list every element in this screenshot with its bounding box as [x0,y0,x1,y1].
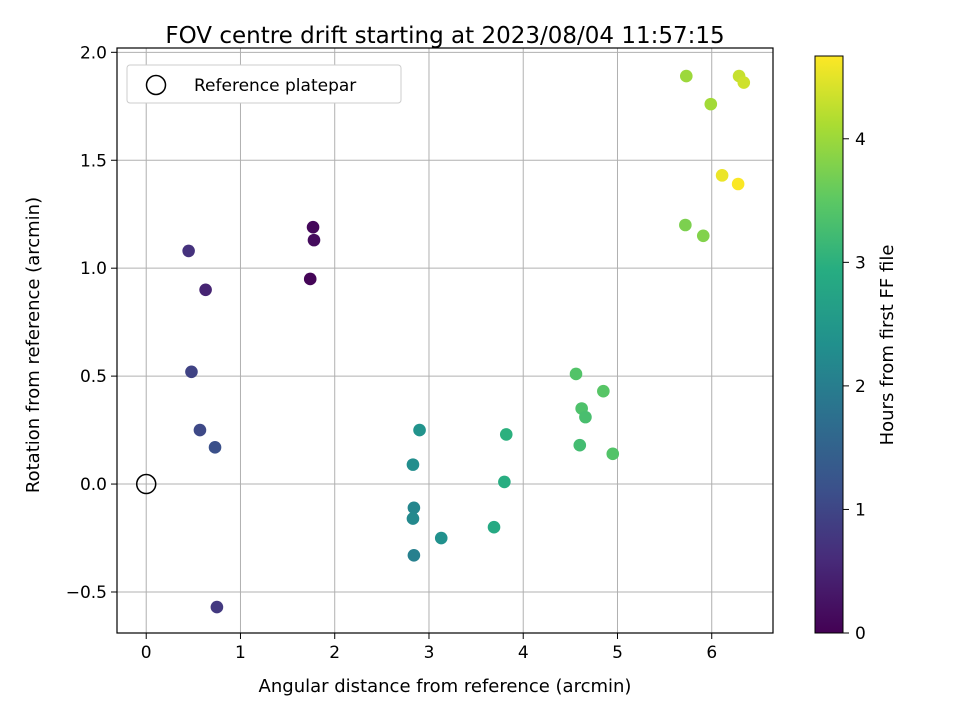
scatter-point [434,531,448,545]
x-tick-label: 1 [235,643,246,663]
colorbar-label: Hours from first FF file [877,245,898,446]
scatter-point [406,458,420,471]
scatter-point [737,76,751,89]
scatter-point [303,272,317,286]
scatter-point [407,548,421,562]
colorbar-tick-label: 0 [855,624,866,644]
scatter-point [306,220,320,234]
colorbar-ticks: 0 1 2 3 4 [843,130,866,644]
scatter-point [413,423,426,437]
plot-frame [116,47,774,634]
scatter-point [606,447,620,461]
y-tick-label: 1.5 [80,151,107,171]
scatter-point [696,229,710,243]
y-tick-label: −0.5 [66,583,107,603]
x-axis-ticks: 0 1 2 3 4 5 6 [141,633,717,663]
scatter-point [199,283,212,297]
x-tick-label: 2 [329,643,340,663]
chart-title: FOV centre drift starting at 2023/08/04 … [165,23,724,49]
scatter-point [597,384,610,398]
legend-label: Reference platepar [194,76,356,96]
scatter-point [569,367,583,381]
legend-box [126,64,402,104]
scatter-point [193,423,207,437]
x-axis-label: Angular distance from reference (arcmin) [259,676,632,697]
scatter-point [210,600,224,614]
scatter-point [498,475,511,489]
scatter-point [208,441,222,454]
scatter-point [487,520,501,534]
y-tick-label: 0.0 [80,475,107,495]
y-axis-ticks: −0.5 0.0 0.5 1.0 1.5 2.0 [66,43,117,603]
x-tick-label: 3 [424,643,435,663]
data-points [182,69,751,614]
reference-platepar-marker [135,473,157,495]
scatter-point [499,428,513,441]
legend: Reference platepar [126,64,402,104]
scatter-point [679,69,693,83]
x-tick-label: 0 [141,643,152,663]
legend-marker-open-circle [145,74,167,96]
scatter-point [407,501,421,515]
reference-marker-group [135,473,157,495]
x-tick-label: 5 [612,643,623,663]
y-tick-label: 0.5 [80,367,107,387]
scatter-point [182,244,195,258]
x-tick-label: 6 [706,643,717,663]
y-axis-label: Rotation from reference (arcmin) [23,197,44,493]
scatter-point [679,218,692,232]
scatter-point [185,365,198,379]
scatter-point [715,169,729,182]
y-tick-label: 2.0 [80,43,107,63]
x-tick-label: 4 [518,643,529,663]
scatter-point [704,97,718,111]
scatter-point [579,410,592,424]
colorbar-tick-label: 1 [855,500,866,520]
colorbar [814,55,844,634]
scatter-point [406,512,420,525]
scatter-point [731,177,745,191]
scatter-point [573,438,587,452]
grid-lines [117,48,773,633]
colorbar-tick-label: 4 [855,130,866,150]
colorbar-tick-label: 2 [855,377,866,397]
y-tick-label: 1.0 [80,259,107,279]
colorbar-tick-label: 3 [855,253,866,273]
scatter-point [307,233,321,247]
